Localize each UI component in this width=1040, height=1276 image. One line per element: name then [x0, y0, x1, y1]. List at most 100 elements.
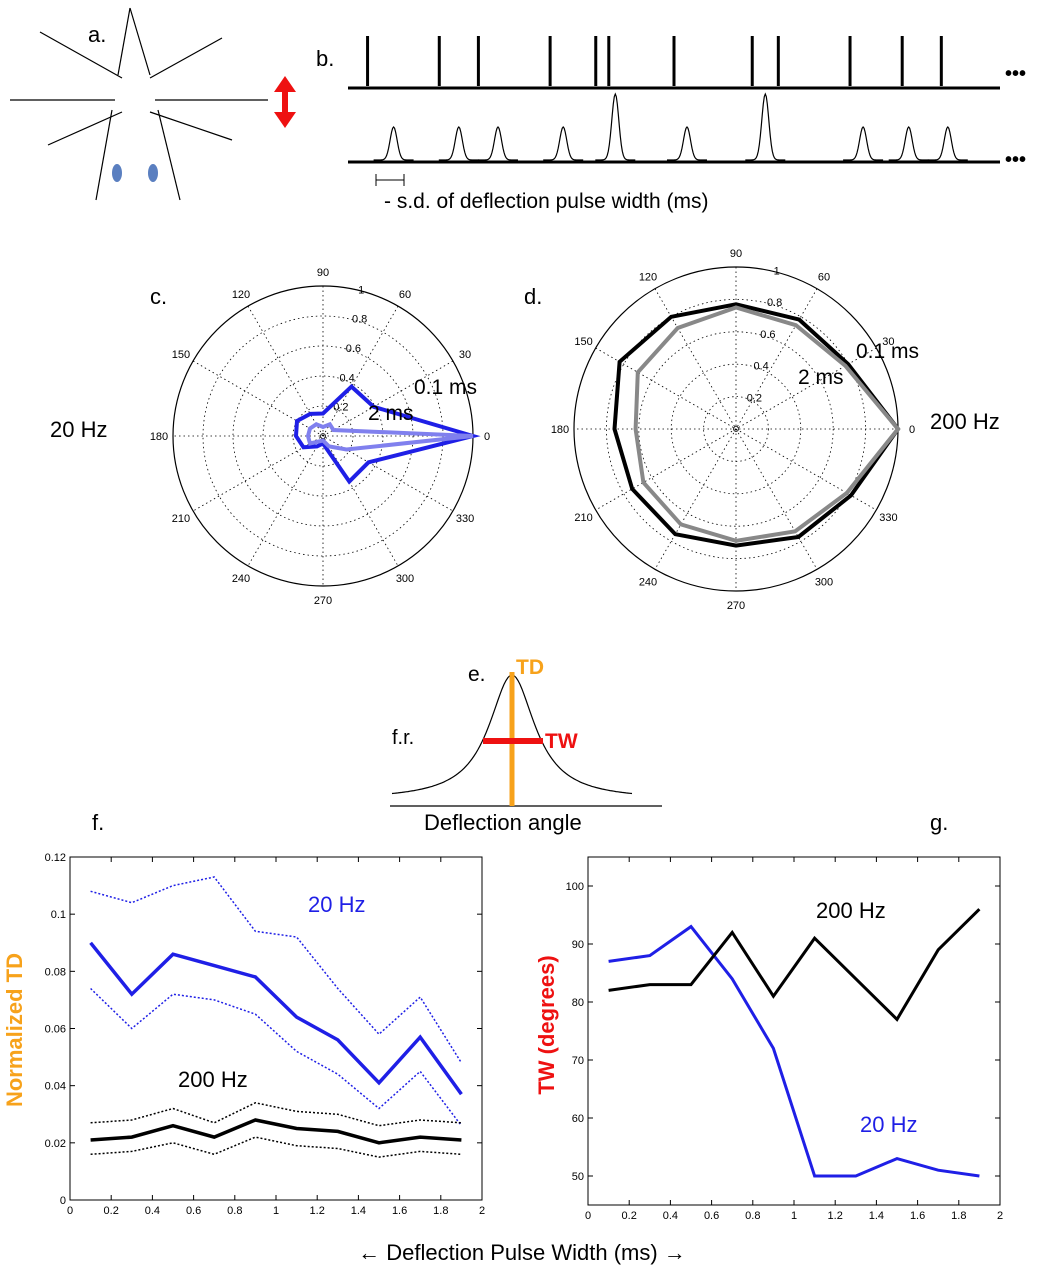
polar-c-radial-tick-1: 1 [358, 284, 364, 296]
pulse-8 [888, 126, 929, 161]
sd-label: - s.d. of deflection pulse width (ms) [384, 190, 708, 213]
chart-g-series-0 [608, 924, 980, 1178]
polar-plot-c: 0 30 60 90 120 150 180 210 240 270 300 330 0.2 0.4 0.6… [150, 267, 490, 607]
chart-f-xtick-1.2: 1.2 [310, 1205, 325, 1217]
chart-f-series-1 [90, 876, 463, 1064]
chart-g-xtick-0: 0 [585, 1210, 591, 1222]
pulse-3 [543, 126, 584, 161]
chart-g-xtick-0.8: 0.8 [745, 1210, 760, 1222]
polar-c-radial-tick-0.6: 0.6 [346, 343, 361, 355]
chart-f-series-2 [90, 987, 462, 1127]
panel-g: g. TW (degrees) 0 0.2 0.4 0.6 0.8 1 1.2 1.4 1.6 1… [534, 810, 1003, 1222]
chart-f-series-0 [89, 941, 463, 1096]
panel-a-label: a. [88, 22, 106, 47]
polar-d-spoke-5 [595, 347, 877, 511]
polar-c-angle-tick-180: 180 [150, 431, 168, 443]
chart-f-xtick-1.4: 1.4 [351, 1205, 366, 1217]
chart-g-ytick-90: 90 [572, 939, 584, 951]
pulse-7 [843, 126, 884, 161]
polar-d-series-1 [633, 305, 901, 543]
chart-g-xtick-2: 2 [997, 1210, 1003, 1222]
panel-c-label: c. [150, 284, 167, 309]
chart-f-xtick-0.4: 0.4 [145, 1205, 160, 1217]
panel-a: a. [10, 7, 296, 201]
polar-d-angle-tick-30: 30 [882, 336, 894, 348]
left-ellipse [112, 164, 122, 182]
chart-g-xtick-1.6: 1.6 [910, 1210, 925, 1222]
polar-c-angle-tick-0: 0 [484, 431, 490, 443]
chart-f-series-3 [90, 1118, 462, 1145]
chart-g-xtick-1.8: 1.8 [951, 1210, 966, 1222]
chart-g-xtick-0.2: 0.2 [622, 1210, 637, 1222]
chart-g-ytick-100: 100 [566, 881, 584, 893]
panel-g-label: g. [930, 810, 948, 835]
panel-e: e. TD TW f.r. Deflection angle [390, 656, 662, 835]
polar-c-radial-tick-0.4: 0.4 [339, 372, 354, 384]
pulse-4 [595, 92, 636, 161]
polar-d-radial-tick-0.6: 0.6 [760, 329, 775, 341]
polar-c-angle-tick-150: 150 [172, 349, 190, 361]
panel-c-freq-label: 20 Hz [50, 417, 107, 442]
polar-c-angle-tick-210: 210 [172, 513, 190, 525]
td-label: TD [516, 656, 544, 679]
polar-c-angle-tick-120: 120 [232, 289, 250, 301]
polar-c-angle-tick-60: 60 [399, 289, 411, 301]
polar-d-angle-tick-60: 60 [818, 272, 830, 284]
polar-c-angle-tick-240: 240 [232, 573, 250, 585]
polar-c-radial-tick-0.8: 0.8 [352, 314, 367, 326]
sd-scale-bar [375, 174, 405, 186]
line-chart-f: 0 0.2 0.4 0.6 0.8 1 1.2 1.4 1.6 1.8 2 0 0.02 0.04 0.06… [45, 852, 485, 1217]
chart-g-xtick-1: 1 [791, 1210, 797, 1222]
polar-d-radial-tick-0.4: 0.4 [753, 361, 768, 373]
panel-g-ylabel: TW (degrees) [534, 955, 559, 1094]
polar-c-radial-tick-0.2: 0.2 [333, 402, 348, 414]
panel-f-ylabel: Normalized TD [2, 953, 27, 1107]
panel-b-label: b. [316, 46, 334, 71]
polar-d-ring-2 [638, 331, 834, 527]
chart-g-xtick-1.4: 1.4 [869, 1210, 884, 1222]
polar-c-series-1 [305, 421, 474, 452]
chart-g-ytick-60: 60 [572, 1113, 584, 1125]
chart-f-ytick-0.1: 0.1 [51, 909, 66, 921]
pulse-6 [745, 92, 786, 161]
polar-d-angle-tick-120: 120 [639, 272, 657, 284]
panel-g-200hz-label: 200 Hz [816, 898, 886, 923]
chart-g-xtick-0.4: 0.4 [663, 1210, 678, 1222]
polar-d-angle-tick-240: 240 [639, 576, 657, 588]
chart-f-ytick-0.04: 0.04 [45, 1081, 66, 1093]
chart-f-xtick-0.6: 0.6 [186, 1205, 201, 1217]
pulse-1 [438, 126, 479, 161]
panel-c-01ms-label: 0.1 ms [414, 376, 477, 399]
right-ellipse [148, 164, 158, 182]
fr-label: f.r. [392, 727, 414, 749]
chart-f-ytick-0.02: 0.02 [45, 1138, 66, 1150]
polar-d-angle-tick-150: 150 [574, 336, 592, 348]
chart-g-ytick-50: 50 [572, 1171, 584, 1183]
polar-plot-d: 0 30 60 90 120 150 180 210 240 270 300 330 0.2 0.4 0.6… [551, 248, 915, 612]
panel-d-freq-label: 200 Hz [930, 409, 1000, 434]
double-arrow-icon [274, 76, 296, 128]
chart-f-ytick-0.12: 0.12 [45, 852, 66, 864]
chart-f-xtick-0.2: 0.2 [104, 1205, 119, 1217]
polar-d-angle-tick-330: 330 [879, 512, 897, 524]
tw-label: TW [545, 730, 578, 753]
line-chart-g: 0 0.2 0.4 0.6 0.8 1 1.2 1.4 1.6 1.8 2 50 60 70 80 90 100 [566, 856, 1003, 1222]
chart-f-xtick-0: 0 [67, 1205, 73, 1217]
panel-g-20hz-label: 20 Hz [860, 1112, 917, 1137]
polar-d-radial-tick-0.8: 0.8 [767, 297, 782, 309]
polar-c-angle-tick-270: 270 [314, 595, 332, 607]
panel-d-01ms-label: 0.1 ms [856, 340, 919, 363]
chart-f-xtick-0.8: 0.8 [227, 1205, 242, 1217]
chart-f-ytick-0: 0 [60, 1195, 66, 1207]
chart-f-xtick-1.6: 1.6 [392, 1205, 407, 1217]
polar-d-angle-tick-300: 300 [815, 576, 833, 588]
chart-f-ytick-0.08: 0.08 [45, 966, 66, 978]
chart-g-xtick-0.6: 0.6 [704, 1210, 719, 1222]
panel-f-200hz-label: 200 Hz [178, 1067, 248, 1092]
polar-d-ring-1 [670, 363, 802, 495]
shared-xlabel: ← Deflection Pulse Width (ms) → [358, 1240, 686, 1265]
polar-d-radial-tick-1: 1 [774, 266, 780, 278]
chart-f-ytick-0.06: 0.06 [45, 1024, 66, 1036]
polar-c-angle-tick-330: 330 [456, 513, 474, 525]
chart-f-series-5 [90, 1136, 462, 1158]
